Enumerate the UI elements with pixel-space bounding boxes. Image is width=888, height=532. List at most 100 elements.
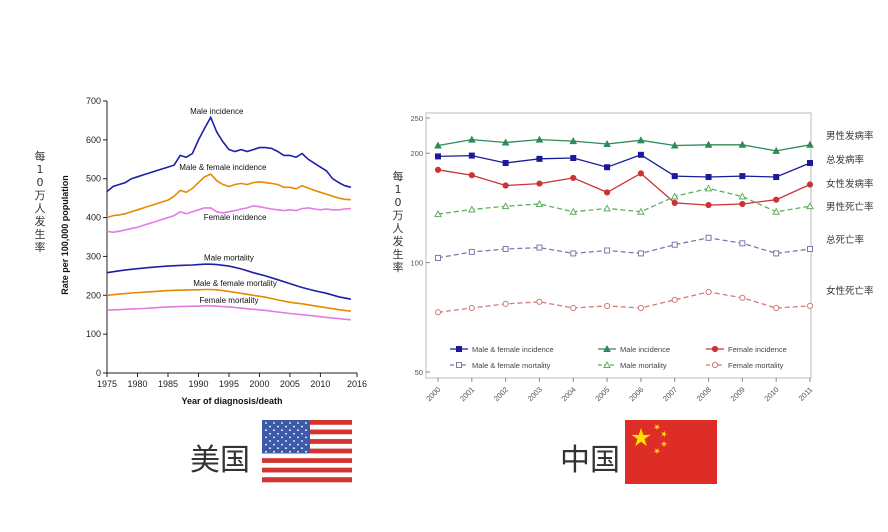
x-tick-label: 1980 [127,379,147,389]
series-line-male-mortality [106,263,352,300]
us-country-label: 美国 [190,443,250,478]
point-male-female-mortality [570,250,577,257]
point-male-incidence [704,140,713,148]
legend-label: Female mortality [728,361,784,370]
point-male-female-mortality [604,247,611,254]
point-female-mortality [434,309,442,316]
us-flag-stripe [262,477,352,483]
series-label-male-mortality: Male mortality [204,254,254,263]
us-flag-star [293,447,295,450]
y-tick-label: 200 [86,290,101,300]
y-label-char: 1 [37,163,44,176]
us-flag-star [285,425,287,428]
series-line-female-incidence [106,205,351,234]
y-label-char: 率 [393,260,404,274]
us-flag-star [281,436,283,439]
point-male-incidence [501,138,510,146]
point-male-incidence [670,141,679,149]
china-cancer-rate-chart: 每 1 0 万人发生率 50 100 200 250 2000 2001 2002 2003 2004… [393,112,874,403]
point-female-mortality [570,304,577,312]
point-male-mortality [772,207,781,215]
x-tick-label: 2016 [347,379,367,389]
point-male-female-incidence [536,155,543,162]
x-tick-label: 2007 [661,385,679,403]
us-flag-star [293,425,295,428]
point-male-incidence [603,139,611,148]
y-label-char: 每 [35,149,46,163]
us-flag-star [277,440,279,442]
x-tick-label: 2000 [249,379,269,389]
y-label-char: 万 [393,209,404,222]
legend-marker [603,344,611,352]
point-male-female-mortality [468,248,475,255]
point-female-incidence [705,201,712,209]
series-label-male-female-mortality: Male & female mortality [193,279,277,288]
us-flag-stripe [262,462,352,468]
y-label-char: 发 [35,214,46,228]
us-flag-star [281,443,283,446]
us-flag-star [305,443,307,446]
us-flag-star [305,436,307,439]
china-flag-star [653,424,661,431]
point-male-incidence [772,146,781,154]
us-series-labels: Male incidence Male & female incidence Fem… [179,107,277,305]
point-male-mortality [738,192,747,200]
us-flag-star [265,422,267,424]
us-flag-star [289,429,291,432]
point-male-female-incidence [570,155,577,162]
y-tick-label: 200 [410,149,423,158]
legend-marker [711,345,719,353]
us-flag-star [269,425,271,428]
x-tick-label: 1995 [219,379,239,389]
y-label-char: 发 [393,234,404,248]
series-line-male-female-incidence [106,173,351,219]
point-male-female-mortality [637,250,644,257]
point-female-mortality [502,300,509,307]
y-label-char: 万 [35,189,46,202]
us-flag-stripe [262,458,352,464]
y-label-char: 生 [35,227,46,241]
us-flag-stripe [262,467,352,473]
x-tick-label: 2000 [424,385,442,403]
us-flag-star [277,425,279,428]
point-female-mortality [637,304,645,312]
series-label-female-incidence: 女性发病率 [826,178,874,190]
x-tick-label: 2008 [695,385,713,403]
china-flag-star [653,448,661,455]
y-label-char: 人 [35,202,46,215]
us-flag-icon [262,420,352,483]
us-flag-star [281,422,283,424]
y-tick-label: 700 [86,96,101,106]
point-female-mortality [705,288,712,296]
legend-label: Male & female mortality [472,361,551,370]
point-male-female-mortality [536,244,543,251]
us-flag-stripe [262,472,352,478]
us-flag-star [289,443,291,446]
series-line-male-incidence [437,138,811,152]
legend-marker [456,362,462,368]
point-female-incidence [603,189,611,196]
point-male-female-incidence [502,159,509,166]
point-female-mortality [603,302,611,310]
us-flag-stripe [262,453,352,459]
us-flag-star [305,422,307,424]
point-male-incidence [637,136,645,144]
legend-label: Male incidence [620,345,670,354]
series-line-female-mortality [437,291,811,313]
point-male-female-mortality [773,250,780,257]
series-line-male-female-incidence [437,154,811,178]
us-flag-star [297,436,299,439]
point-male-mortality [535,199,544,207]
y-label-char: 每 [393,169,404,183]
y-tick-label: 100 [410,259,423,268]
y-label-char: 人 [393,222,404,235]
legend-label: Female incidence [728,345,787,354]
us-flag-star [297,443,299,446]
x-tick-label: 2003 [526,385,544,403]
us-flag-star [289,422,291,424]
series-line-male-female-mortality [437,237,811,259]
series-label-male-incidence: Male incidence [190,107,244,116]
us-axes: 0 100 200 300 400 500 600 700 1975 1980 1985 1990 19… [86,96,367,389]
us-flag-star [297,422,299,424]
